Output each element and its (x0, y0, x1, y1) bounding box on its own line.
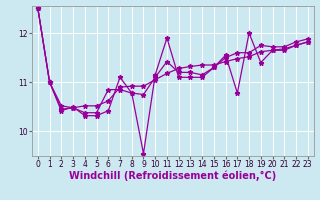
X-axis label: Windchill (Refroidissement éolien,°C): Windchill (Refroidissement éolien,°C) (69, 171, 276, 181)
